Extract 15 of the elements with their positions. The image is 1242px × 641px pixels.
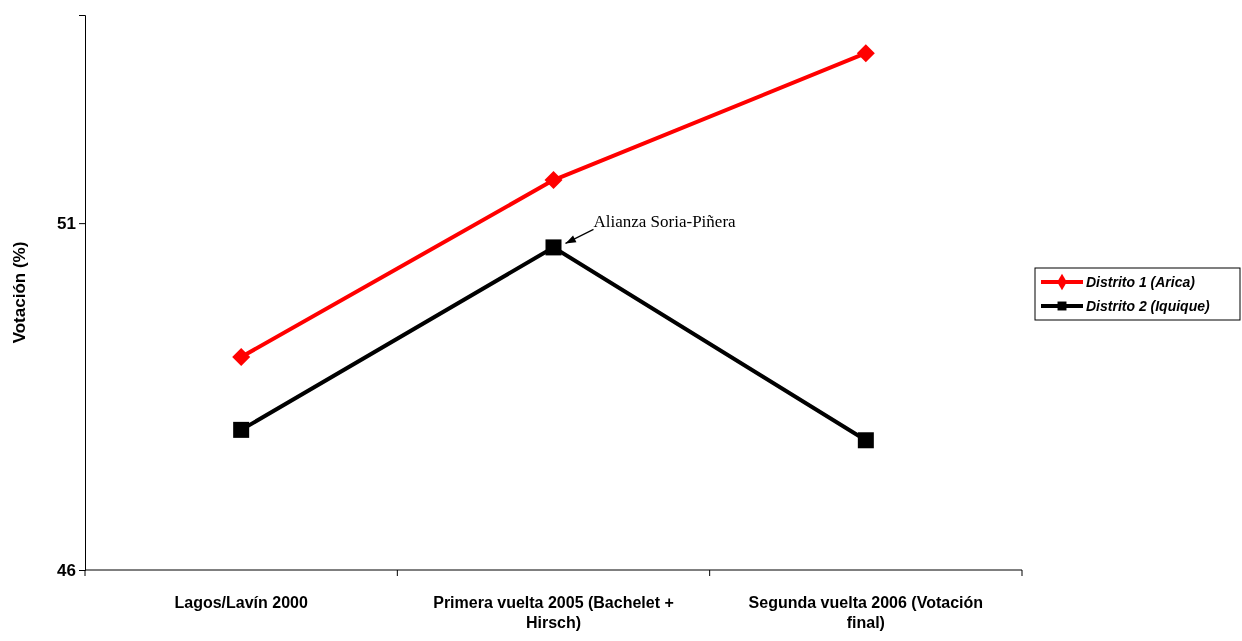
x-tick-label: Lagos/Lavín 2000: [174, 594, 308, 611]
point: [233, 421, 250, 438]
x-tick-label: Segunda vuelta 2006 (Votación final): [748, 594, 984, 631]
point: [857, 432, 874, 449]
legend-label: Distrito 1 (Arica): [1086, 274, 1196, 290]
point: [232, 348, 251, 367]
y-tick-label: 46: [57, 560, 76, 580]
y-tick-label: 51: [57, 214, 76, 234]
legend-label: Distrito 2 (Iquique): [1086, 298, 1210, 314]
point: [544, 171, 563, 190]
x-tick-label: Primera vuelta 2005 (Bachelet + Hirsch): [433, 594, 674, 631]
annotation: Alianza Soria-Piñera: [593, 212, 737, 232]
y-axis-title: Votación (%): [10, 241, 29, 344]
point: [856, 44, 875, 63]
point: [545, 239, 562, 256]
